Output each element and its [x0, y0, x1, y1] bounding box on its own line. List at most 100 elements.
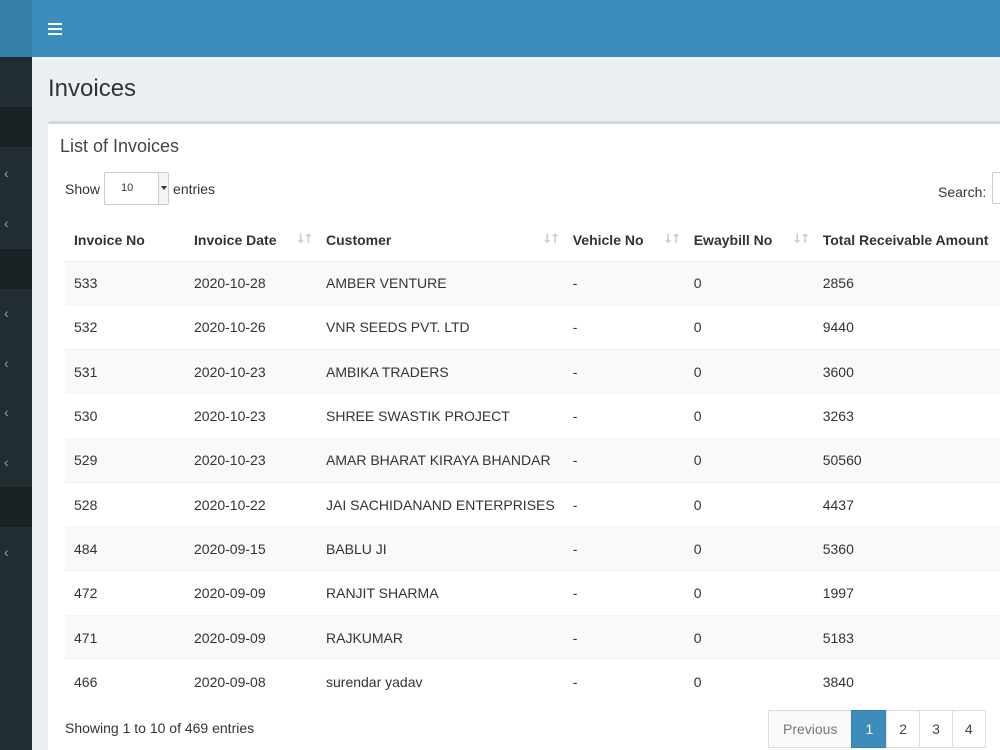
customer-cell: VNR SEEDS PVT. LTD: [317, 304, 564, 350]
column-header-invoice-date[interactable]: Invoice Date ↓↑: [185, 219, 317, 262]
sort-icon: ↓↑: [791, 232, 811, 247]
total-receivable-amount-cell: 9440: [813, 304, 1000, 350]
vehicle-no-cell: -: [563, 349, 685, 394]
brand-area: [0, 0, 32, 57]
vehicle-no-cell: -: [563, 614, 685, 660]
total-receivable-amount-cell: 3600: [813, 349, 1000, 394]
sidebar-section-header: [0, 249, 32, 289]
table-row: 530 2020-10-23 SHREE SWASTIK PROJECT -0 3263: [65, 393, 1000, 439]
caret-down-icon: [158, 173, 169, 204]
invoice-no-cell: 466: [65, 659, 185, 704]
invoice-date-cell: 2020-10-28: [185, 260, 317, 306]
table-row: 466 2020-09-08 surendar yadav -0 3840: [65, 659, 1000, 704]
vehicle-no-cell: -: [563, 481, 685, 527]
table-row: 472 2020-09-09 RANJIT SHARMA -0 1997: [65, 570, 1000, 616]
total-receivable-amount-cell: 1997: [813, 570, 1000, 616]
table-header-row: Invoice No Invoice Date ↓↑ Customer ↓↑ Veh…: [65, 219, 1000, 262]
sidebar-section-header: [0, 487, 32, 527]
page-button-2[interactable]: 2: [886, 710, 921, 748]
vehicle-no-cell: -: [563, 437, 685, 483]
customer-cell: RANJIT SHARMA: [317, 570, 564, 616]
search-control: Search:: [938, 172, 1000, 204]
invoice-date-cell: 2020-10-23: [185, 393, 317, 439]
invoice-date-cell: 2020-09-08: [185, 659, 317, 704]
sidebar: ‹ ‹ ‹ ‹ ‹ ‹ ‹: [0, 57, 32, 750]
vehicle-no-cell: -: [563, 570, 685, 616]
invoice-date-cell: 2020-10-22: [185, 481, 317, 527]
chevron-left-icon[interactable]: ‹: [4, 165, 9, 181]
chevron-left-icon[interactable]: ‹: [4, 544, 9, 560]
total-receivable-amount-cell: 5360: [813, 526, 1000, 572]
length-suffix-label: entries: [173, 180, 216, 197]
total-receivable-amount-cell: 3840: [813, 659, 1000, 704]
column-header-customer[interactable]: Customer ↓↑: [317, 219, 564, 262]
invoice-date-cell: 2020-10-26: [185, 304, 317, 350]
sidebar-section-header: [0, 107, 32, 147]
total-receivable-amount-cell: 4437: [813, 481, 1000, 527]
invoice-no-cell: 471: [65, 614, 185, 660]
entries-per-page-value: 10: [121, 182, 134, 194]
vehicle-no-cell: -: [563, 393, 685, 439]
column-header-total-receivable-amount[interactable]: Total Receivable Amount: [813, 219, 1000, 262]
previous-page-button[interactable]: Previous: [768, 710, 853, 748]
column-header-ewaybill-no[interactable]: Ewaybill No ↓↑: [684, 219, 814, 262]
ewaybill-no-cell: 0: [684, 659, 814, 704]
search-input[interactable]: [992, 172, 1000, 204]
chevron-left-icon[interactable]: ‹: [4, 454, 9, 470]
invoice-no-cell: 530: [65, 393, 185, 439]
column-header-invoice-no[interactable]: Invoice No: [65, 219, 185, 262]
chevron-left-icon[interactable]: ‹: [4, 305, 9, 321]
total-receivable-amount-cell: 5183: [813, 614, 1000, 660]
invoice-date-cell: 2020-10-23: [185, 349, 317, 394]
table-row: 533 2020-10-28 AMBER VENTURE -0 2856: [65, 260, 1000, 306]
vehicle-no-cell: -: [563, 526, 685, 572]
table-row: 471 2020-09-09 RAJKUMAR -0 5183: [65, 614, 1000, 660]
length-prefix-label: Show: [65, 180, 101, 197]
hamburger-icon[interactable]: [40, 14, 70, 44]
invoice-no-cell: 531: [65, 349, 185, 394]
ewaybill-no-cell: 0: [684, 304, 814, 350]
table-row: 528 2020-10-22 JAI SACHIDANAND ENTERPRISES…: [65, 481, 1000, 527]
total-receivable-amount-cell: 3263: [813, 393, 1000, 439]
invoice-no-cell: 528: [65, 481, 185, 527]
ewaybill-no-cell: 0: [684, 260, 814, 306]
content-area: Invoices List of Invoices Show 10 entrie…: [32, 57, 1000, 750]
top-navbar: [0, 0, 1000, 57]
invoice-no-cell: 533: [65, 260, 185, 306]
chevron-left-icon[interactable]: ‹: [4, 404, 9, 420]
invoice-no-cell: 484: [65, 526, 185, 572]
invoice-date-cell: 2020-10-23: [185, 437, 317, 483]
chevron-left-icon[interactable]: ‹: [4, 215, 9, 231]
invoice-no-cell: 532: [65, 304, 185, 350]
sort-icon: ↓↑: [541, 232, 561, 247]
chevron-left-icon[interactable]: ‹: [4, 355, 9, 371]
total-receivable-amount-cell: 50560: [813, 437, 1000, 483]
pagination: Previous 1 2 3 4: [768, 710, 986, 748]
ewaybill-no-cell: 0: [684, 437, 814, 483]
vehicle-no-cell: -: [563, 659, 685, 704]
table-row: 529 2020-10-23 AMAR BHARAT KIRAYA BHANDAR -…: [65, 437, 1000, 483]
customer-cell: AMBIKA TRADERS: [317, 349, 564, 394]
ewaybill-no-cell: 0: [684, 349, 814, 394]
customer-cell: BABLU JI: [317, 526, 564, 572]
invoice-no-cell: 472: [65, 570, 185, 616]
vehicle-no-cell: -: [563, 260, 685, 306]
customer-cell: SHREE SWASTIK PROJECT: [317, 393, 564, 439]
column-header-vehicle-no[interactable]: Vehicle No ↓↑: [563, 219, 685, 262]
customer-cell: JAI SACHIDANAND ENTERPRISES: [317, 481, 564, 527]
total-receivable-amount-cell: 2856: [813, 260, 1000, 306]
customer-cell: RAJKUMAR: [317, 614, 564, 660]
vehicle-no-cell: -: [563, 304, 685, 350]
ewaybill-no-cell: 0: [684, 614, 814, 660]
customer-cell: AMBER VENTURE: [317, 260, 564, 306]
ewaybill-no-cell: 0: [684, 393, 814, 439]
page-button-3[interactable]: 3: [919, 710, 953, 748]
sort-icon: ↓↑: [662, 232, 682, 247]
page-button-1[interactable]: 1: [851, 710, 888, 748]
entries-per-page-select[interactable]: 10: [104, 172, 170, 205]
table-info: Showing 1 to 10 of 469 entries: [65, 720, 255, 736]
sort-icon: ↓↑: [295, 232, 314, 247]
entries-length-control: Show 10 entries: [65, 172, 215, 205]
invoices-box: List of Invoices Show 10 entries Search:…: [48, 121, 1000, 750]
page-button-4[interactable]: 4: [951, 710, 986, 748]
